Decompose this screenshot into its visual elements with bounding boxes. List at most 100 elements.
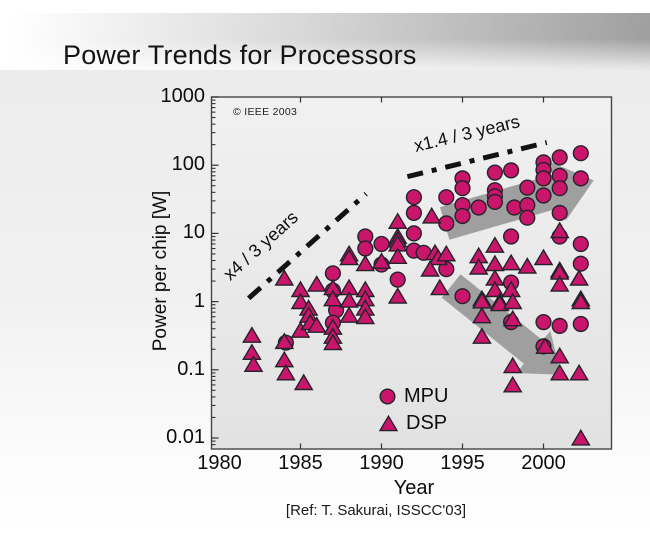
mpu-point xyxy=(438,189,455,206)
dsp-point xyxy=(339,248,359,266)
dsp-point xyxy=(242,326,262,343)
x-tick-label: 1985 xyxy=(278,452,323,474)
mpu-point xyxy=(551,317,568,335)
mpu-point xyxy=(405,225,423,242)
dsp-point xyxy=(371,252,392,269)
mpu-point xyxy=(535,170,552,187)
mpu-point xyxy=(454,180,471,197)
mpu-point xyxy=(572,315,589,333)
reference-caption: [Ref: T. Sakurai, ISSCC'03] xyxy=(285,502,467,519)
legend-item-dsp-label: DSP xyxy=(406,412,448,434)
dsp-point xyxy=(569,363,589,381)
dsp-point xyxy=(549,275,570,292)
dsp-point xyxy=(569,269,589,286)
dsp-point xyxy=(323,333,343,351)
mpu-point xyxy=(405,204,423,222)
mpu-point xyxy=(506,199,523,216)
y-tick-label: 10 xyxy=(182,221,205,244)
mpu-point xyxy=(389,271,406,288)
mpu-point xyxy=(572,255,589,272)
dsp-point xyxy=(274,332,295,350)
dsp-point xyxy=(549,363,570,381)
slide-title: Power Trends for Processors xyxy=(63,40,417,70)
dsp-point xyxy=(468,258,489,275)
copyright-note: © IEEE 2003 xyxy=(233,106,298,118)
dsp-point xyxy=(306,316,327,333)
x-tick-label: 1995 xyxy=(440,452,485,474)
legend: MPU DSP xyxy=(379,385,448,435)
dsp-point xyxy=(355,307,376,325)
mpu-point xyxy=(373,235,390,253)
mpu-point xyxy=(405,189,423,206)
mpu-point xyxy=(519,179,536,196)
y-tick-label: 0.1 xyxy=(177,357,205,380)
y-tick-label: 0.01 xyxy=(166,426,205,449)
dsp-trend-arrow xyxy=(441,274,562,375)
dsp-triangle-marker-icon xyxy=(379,415,398,432)
dsp-point xyxy=(472,306,492,324)
dsp-point xyxy=(339,306,359,323)
dsp-point xyxy=(274,269,295,286)
trend-line xyxy=(246,191,368,301)
y-tick-label: 100 xyxy=(171,153,205,176)
mpu-point xyxy=(357,240,374,257)
dsp-point xyxy=(502,292,523,310)
dsp-point xyxy=(517,257,538,274)
x-axis-label: Year xyxy=(393,477,435,499)
mpu-point xyxy=(438,261,455,278)
dsp-point xyxy=(420,260,440,277)
dsp-point xyxy=(485,236,505,253)
legend-item-mpu-label: MPU xyxy=(404,385,449,407)
mpu-point xyxy=(454,207,471,225)
dsp-point xyxy=(549,346,570,364)
dsp-point xyxy=(485,280,505,298)
y-tick-label: 1 xyxy=(193,289,205,312)
x-tick-label: 1990 xyxy=(359,452,404,474)
dsp-point xyxy=(387,287,408,304)
dsp-point xyxy=(429,278,450,296)
mpu-point xyxy=(572,145,589,162)
y-axis-label: Power per chip [W] xyxy=(150,190,171,352)
trend-line xyxy=(406,140,548,180)
dsp-point xyxy=(436,244,457,262)
dsp-point xyxy=(549,221,570,239)
dsp-point xyxy=(535,337,555,354)
dsp-point xyxy=(276,363,296,381)
title-bar: Power Trends for Processors xyxy=(0,13,650,70)
mpu-point xyxy=(551,204,568,222)
dsp-point xyxy=(323,289,343,307)
y-tick-label: 1000 xyxy=(160,85,206,108)
mpu-point xyxy=(572,235,589,253)
dsp-point xyxy=(421,206,442,224)
dsp-point xyxy=(355,254,376,272)
dsp-point xyxy=(387,247,408,264)
mpu-point xyxy=(486,164,504,181)
legend-item-dsp: DSP xyxy=(379,412,448,435)
mpu-point xyxy=(503,228,520,245)
dsp-point xyxy=(501,253,521,271)
dsp-point xyxy=(570,292,591,310)
dsp-point xyxy=(502,375,523,393)
x-tick-label: 2000 xyxy=(521,452,566,474)
mpu-point xyxy=(572,170,589,187)
mpu-point xyxy=(454,288,471,305)
mpu-point xyxy=(535,314,552,331)
dsp-point xyxy=(306,275,327,292)
dsp-point xyxy=(502,309,523,327)
mpu-point xyxy=(470,199,487,216)
dsp-point xyxy=(533,248,554,266)
legend-item-mpu: MPU xyxy=(379,385,448,408)
mpu-point xyxy=(324,265,342,282)
dsp-point xyxy=(243,355,264,372)
mpu-point xyxy=(486,193,504,211)
dsp-point xyxy=(502,356,523,374)
dsp-point xyxy=(570,428,591,446)
dsp-point xyxy=(489,294,510,312)
mpu-point xyxy=(551,180,568,197)
mpu-circle-marker-icon xyxy=(379,388,396,405)
mpu-point xyxy=(551,149,568,166)
mpu-point xyxy=(503,162,520,179)
mpu-point xyxy=(519,209,536,226)
dsp-point xyxy=(290,292,311,310)
